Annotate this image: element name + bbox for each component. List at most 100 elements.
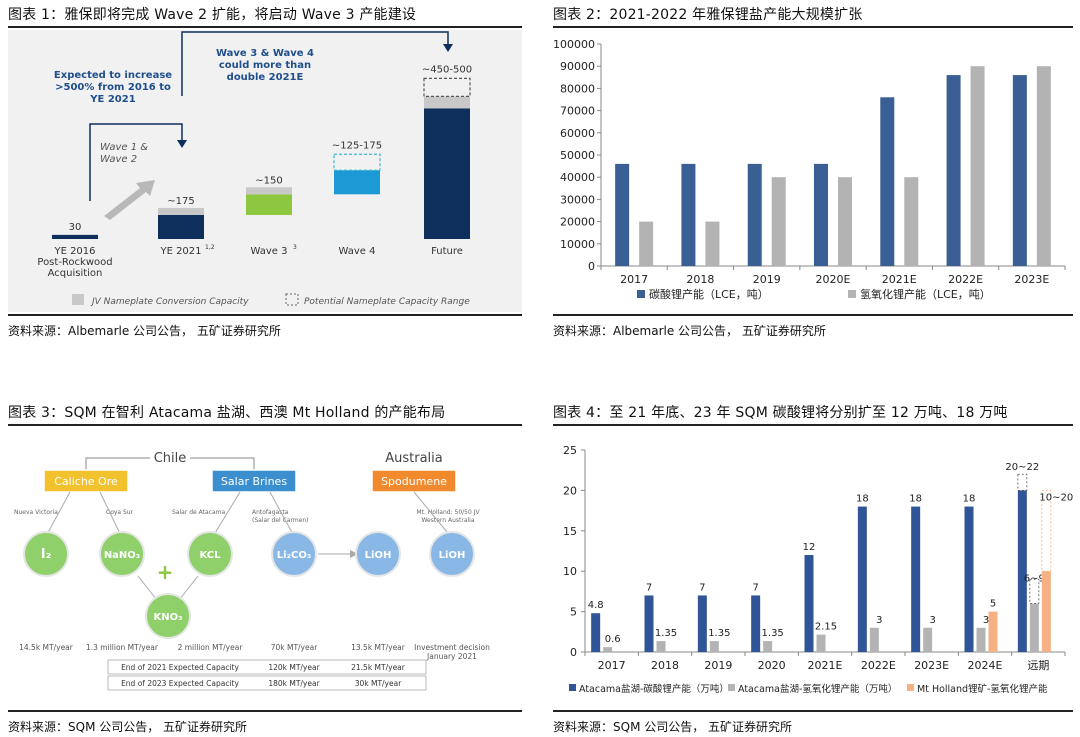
bar-4 [424, 108, 470, 239]
connector [413, 491, 453, 539]
region-label-chile: Chile [154, 451, 187, 466]
bar-series-1 [603, 647, 613, 652]
bar-series-1 [816, 634, 826, 652]
arrow-to-future [181, 31, 449, 96]
y-tick-label: 60000 [560, 127, 595, 140]
value-label: 20~22 [1005, 462, 1039, 473]
source-box [211, 469, 297, 493]
y-tick-label: 10000 [560, 238, 595, 251]
product-label: LiOH [365, 550, 392, 561]
bar-lioh [904, 177, 919, 266]
panel-2: 图表 2：2021-2022 年雅保锂盐产能大规模扩张 0 10000 20000 3… [545, 0, 1080, 360]
value-label: 1.35 [708, 628, 730, 639]
capacity-label: 2 million MT/year [178, 643, 244, 652]
plus-sign: + [157, 560, 174, 584]
legend-label: Mt Holland锂矿-氢氧化锂产能 [917, 683, 1048, 695]
panel-3: 图表 3：SQM 在智利 Atacama 盐湖、西澳 Mt Holland 的产… [0, 398, 530, 737]
value-label: 18 [909, 494, 922, 505]
y-tick-label: 25 [563, 444, 577, 457]
legend-swatch [569, 684, 576, 691]
legend-label: 氢氧化锂产能（LCE，吨） [860, 287, 991, 301]
value-label: ~150 [255, 175, 282, 186]
value-label: 0.6 [605, 634, 621, 645]
diagram-3: Chile Australia Caliche Ore Salar Brines Spo… [14, 451, 490, 691]
site-label: Nueva Victoria [14, 509, 58, 516]
value-label: 1.35 [655, 628, 677, 639]
bar-li2co3 [1012, 75, 1027, 266]
annotation-wave12: Wave 1 & Wave 2 [100, 142, 148, 165]
panel-2-bottom-rule [553, 314, 1073, 316]
range-box [1041, 490, 1052, 572]
region-label-australia: Australia [385, 451, 443, 466]
bar-li2co3 [615, 163, 630, 266]
capacity-row [107, 675, 427, 691]
panel-3-top-rule [8, 424, 522, 426]
connector [99, 491, 123, 539]
value-label: 7 [752, 582, 758, 593]
y-tick-label: 100000 [553, 38, 595, 51]
x-tick-label: 2019 [753, 273, 781, 286]
y-tick-label: 50000 [560, 149, 595, 162]
bar-series-1 [976, 627, 986, 652]
bar-li2co3 [681, 163, 696, 266]
capacity-lioh: 30k MT/year [355, 679, 402, 688]
site-label: Coya Sur [106, 509, 134, 516]
y-tick-label: 0 [570, 646, 577, 659]
panel-2-title: 图表 2：2021-2022 年雅保锂盐产能大规模扩张 [553, 7, 863, 23]
panel-1-top-rule [8, 26, 522, 28]
category-label: Wave 4 [339, 246, 376, 257]
connector-arrow [350, 550, 358, 558]
panel-1-bottom-rule [8, 314, 522, 316]
bar-lioh [1036, 66, 1051, 266]
panel-3-source: 资料来源：SQM 公司公告， 五矿证券研究所 [8, 720, 248, 734]
product-label: KCL [199, 550, 221, 561]
product-label: LiOH [439, 550, 466, 561]
bar-lioh [705, 221, 720, 266]
x-tick-label: 2023E [914, 659, 949, 672]
y-tick-label: 0 [588, 260, 595, 273]
bar-li2co3 [814, 163, 828, 266]
x-tick-label: 2022E [861, 659, 896, 672]
bar-series-1 [763, 641, 773, 652]
bar-series-2 [1041, 571, 1051, 652]
value-label: 2.15 [815, 622, 837, 633]
value-label: 12 [803, 542, 816, 553]
x-tick-label: 2020E [816, 273, 851, 286]
site-label: Mt. Holland: 50/50 JV Western Australia [416, 509, 480, 524]
product-circle [429, 531, 475, 577]
value-label: 3 [929, 615, 935, 626]
bar-3 [334, 170, 380, 195]
site-label: Salar de Atacama [172, 509, 225, 516]
annotation-increase: Expected to increase >500% from 2016 to YE… [54, 70, 172, 105]
value-label: 18 [963, 494, 976, 505]
legend-swatch [907, 684, 914, 691]
bar-2 [246, 194, 292, 215]
capacity-row-label: End of 2021 Expected Capacity [121, 663, 239, 672]
panel-3-title: 图表 3：SQM 在智利 Atacama 盐湖、西澳 Mt Holland 的产… [8, 405, 446, 421]
panel-4-source: 资料来源：SQM 公司公告， 五矿证券研究所 [553, 720, 793, 734]
product-label: KNO₃ [154, 612, 183, 623]
capacity-label: 14.5k MT/year [19, 643, 74, 652]
source-box [43, 469, 129, 493]
value-label: 4.8 [588, 600, 604, 611]
y-tick-label: 90000 [560, 60, 595, 73]
bar-series-0 [751, 595, 761, 652]
bar-series-1 [923, 627, 933, 652]
x-tick-label: 2018 [686, 273, 714, 286]
bar-lioh [639, 221, 654, 266]
bar-lioh [970, 66, 985, 266]
legend-swatch-range [285, 293, 299, 306]
legend-label: Atacama盐湖-碳酸锂产能（万吨） [579, 683, 729, 695]
value-label: 7 [699, 582, 705, 593]
legend-swatch-jv [72, 294, 84, 305]
range-box [1029, 578, 1040, 604]
product-label: Li₂CO₃ [277, 550, 311, 561]
bar-series-0 [804, 555, 814, 652]
value-label: ~450-500 [422, 64, 472, 75]
panel-4-top-rule [553, 424, 1073, 426]
capacity-label: 13.5k MT/year [351, 643, 406, 652]
bar-series-1 [1029, 603, 1039, 652]
x-tick-label: 2018 [651, 659, 679, 672]
y-tick-label: 80000 [560, 82, 595, 95]
bar-series-2 [988, 611, 998, 652]
